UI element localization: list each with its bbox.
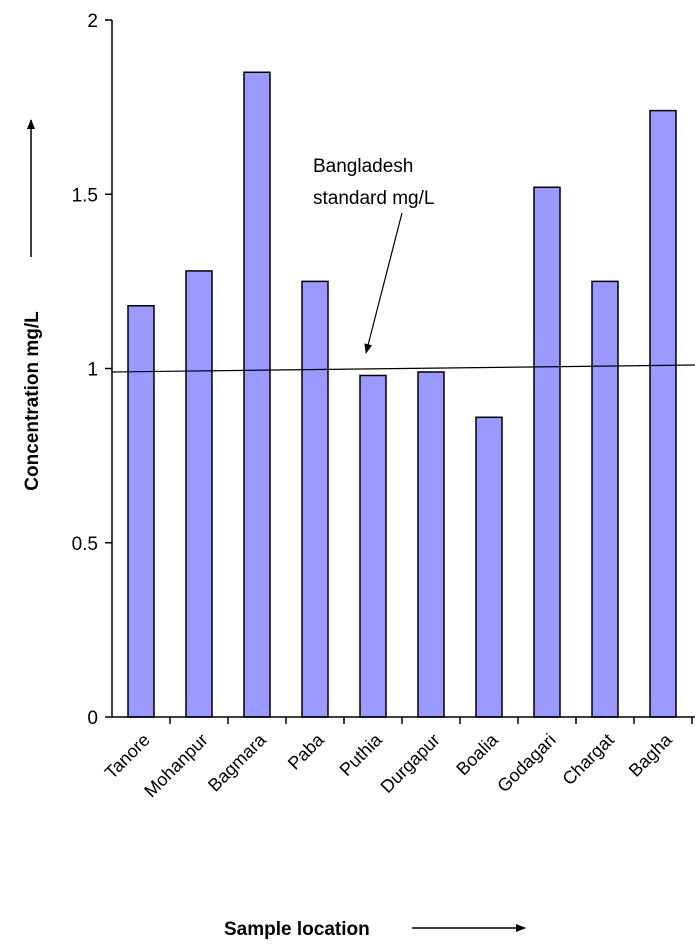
y-axis-title: Concentration mg/L — [22, 311, 43, 491]
x-tick-label-durgapur: Durgapur — [377, 730, 444, 797]
y-tick-label: 0 — [87, 708, 98, 729]
x-tick-label-chargat: Chargat — [558, 730, 617, 789]
x-tick-label-bagha: Bagha — [625, 729, 677, 781]
x-tick-label-puthia: Puthia — [336, 729, 387, 780]
bar-puthia — [359, 374, 387, 718]
bar-durgapur — [417, 371, 445, 718]
x-tick-label-boalia: Boalia — [452, 729, 502, 779]
x-tick-label-mohanpur: Mohanpur — [140, 730, 211, 801]
y-tick-label: 1 — [87, 360, 98, 381]
bar-mohanpur — [185, 270, 213, 718]
x-axis-title: Sample location — [224, 919, 370, 940]
x-tick-label-bagmara: Bagmara — [204, 729, 270, 795]
bar-tanore — [127, 305, 155, 718]
bar-godagari — [533, 186, 561, 718]
bar-bagha — [649, 109, 677, 718]
reference-line — [111, 364, 695, 373]
reference-label-line2: standard mg/L — [313, 188, 434, 209]
bar-bagmara — [243, 71, 271, 718]
bar-boalia — [475, 416, 503, 718]
y-ticks: 0 0.5 1 1.5 2 — [72, 11, 112, 729]
reference-label-arrow — [364, 212, 403, 354]
bars-group — [127, 71, 677, 718]
x-tick-label-godagari: Godagari — [493, 730, 560, 797]
y-tick-label: 0.5 — [72, 534, 98, 555]
reference-label-line1: Bangladesh — [313, 156, 413, 177]
x-tick-label-paba: Paba — [284, 729, 329, 774]
y-tick-label: 2 — [87, 11, 98, 32]
y-tick-label: 1.5 — [72, 185, 98, 206]
bar-paba — [301, 280, 329, 718]
bar-chargat — [591, 280, 619, 718]
x-tick-label-tanore: Tanore — [101, 730, 154, 783]
